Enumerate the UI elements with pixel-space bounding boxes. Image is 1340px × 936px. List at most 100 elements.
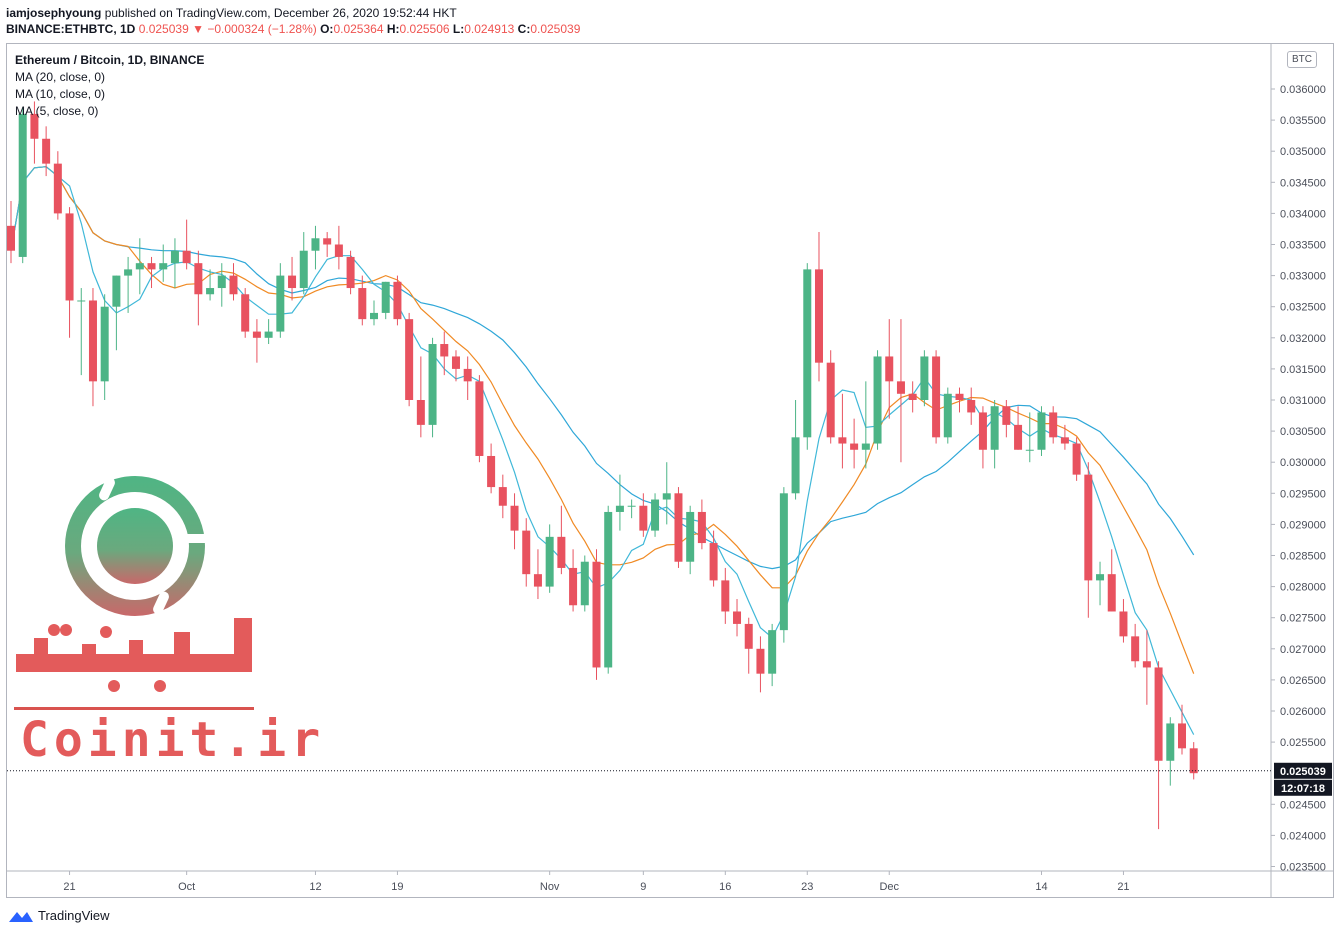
candle-down[interactable] <box>932 356 941 438</box>
candle-up[interactable] <box>1166 723 1175 761</box>
candle-down[interactable] <box>30 113 39 139</box>
candle-down[interactable] <box>885 356 894 382</box>
candle-down[interactable] <box>733 611 742 624</box>
candle-up[interactable] <box>159 263 168 270</box>
candle-down[interactable] <box>896 381 905 394</box>
candle-down[interactable] <box>1014 424 1023 450</box>
candle-down[interactable] <box>1049 412 1058 438</box>
candle-down[interactable] <box>1060 437 1069 444</box>
candle-up[interactable] <box>768 630 777 674</box>
candle-up[interactable] <box>124 269 133 276</box>
candle-up[interactable] <box>580 561 589 606</box>
candle-down[interactable] <box>1107 574 1116 612</box>
candle-down[interactable] <box>53 163 62 214</box>
candle-down[interactable] <box>252 331 261 338</box>
candle-up[interactable] <box>77 300 86 302</box>
tradingview-footer[interactable]: TradingView <box>8 908 110 923</box>
candle-down[interactable] <box>487 455 496 488</box>
candle-down[interactable] <box>592 561 601 668</box>
candle-up[interactable] <box>276 275 285 332</box>
candle-down[interactable] <box>1131 636 1140 662</box>
candle-down[interactable] <box>814 269 823 363</box>
candle-down[interactable] <box>838 437 847 444</box>
candle-down[interactable] <box>7 225 15 251</box>
candle-down[interactable] <box>241 294 250 332</box>
candle-down[interactable] <box>955 393 964 400</box>
candle-down[interactable] <box>533 574 542 587</box>
candle-up[interactable] <box>112 275 121 307</box>
candle-up[interactable] <box>861 443 870 450</box>
candle-down[interactable] <box>744 623 753 649</box>
candle-up[interactable] <box>299 250 308 289</box>
candle-up[interactable] <box>920 356 929 400</box>
candle-up[interactable] <box>206 288 215 295</box>
candle-down[interactable] <box>756 648 765 674</box>
candle-down[interactable] <box>697 511 706 544</box>
candle-down[interactable] <box>229 275 238 295</box>
candle-down[interactable] <box>42 138 51 164</box>
candle-up[interactable] <box>803 269 812 438</box>
candle-down[interactable] <box>323 238 332 245</box>
candle-down[interactable] <box>1084 474 1093 581</box>
candle-down[interactable] <box>510 505 519 531</box>
legend-ma5[interactable]: MA (5, close, 0) <box>15 104 99 118</box>
candle-up[interactable] <box>943 393 952 438</box>
candle-down[interactable] <box>1154 667 1163 761</box>
candle-down[interactable] <box>850 443 859 450</box>
candle-down[interactable] <box>908 393 917 400</box>
candle-up[interactable] <box>135 263 144 270</box>
candle-up[interactable] <box>170 250 179 264</box>
candle-up[interactable] <box>217 275 226 289</box>
legend-ma10[interactable]: MA (10, close, 0) <box>15 87 106 101</box>
candle-down[interactable] <box>440 344 449 357</box>
legend-ma20[interactable]: MA (20, close, 0) <box>15 70 106 84</box>
candle-down[interactable] <box>393 281 402 320</box>
candle-up[interactable] <box>100 306 109 382</box>
candle-down[interactable] <box>826 362 835 438</box>
candle-down[interactable] <box>194 263 203 295</box>
candle-up[interactable] <box>1037 412 1046 450</box>
candle-up[interactable] <box>1025 449 1034 451</box>
candle-down[interactable] <box>1072 443 1081 475</box>
candle-down[interactable] <box>522 530 531 575</box>
candle-down[interactable] <box>967 400 976 413</box>
candle-up[interactable] <box>428 344 437 425</box>
candle-down[interactable] <box>88 300 97 382</box>
candle-down[interactable] <box>288 275 297 289</box>
candle-up[interactable] <box>990 406 999 450</box>
candle-down[interactable] <box>334 244 343 257</box>
candle-up[interactable] <box>873 356 882 444</box>
candle-down[interactable] <box>358 288 367 320</box>
candle-up[interactable] <box>686 511 695 562</box>
candle-up[interactable] <box>627 505 636 507</box>
candle-up[interactable] <box>381 281 390 313</box>
candle-down[interactable] <box>1142 661 1151 668</box>
candle-down[interactable] <box>1002 406 1011 425</box>
candle-down[interactable] <box>498 487 507 506</box>
candle-down[interactable] <box>721 580 730 612</box>
candle-down[interactable] <box>463 368 472 382</box>
candle-up[interactable] <box>370 312 379 320</box>
candle-down[interactable] <box>346 256 355 289</box>
candle-up[interactable] <box>604 511 613 668</box>
candle-down[interactable] <box>416 400 425 425</box>
candle-down[interactable] <box>639 505 648 531</box>
candle-down[interactable] <box>569 567 578 606</box>
candle-up[interactable] <box>264 331 273 338</box>
candle-up[interactable] <box>779 493 788 631</box>
candle-down[interactable] <box>147 263 156 270</box>
candle-down[interactable] <box>1119 611 1128 637</box>
candle-down[interactable] <box>1178 723 1186 749</box>
candle-up[interactable] <box>1096 574 1105 581</box>
candle-up[interactable] <box>662 493 671 500</box>
candle-down[interactable] <box>557 536 566 568</box>
candle-down[interactable] <box>182 250 191 264</box>
candle-up[interactable] <box>651 499 660 531</box>
candle-down[interactable] <box>674 493 683 562</box>
candle-down[interactable] <box>475 381 484 456</box>
candle-down[interactable] <box>709 543 718 581</box>
candle-up[interactable] <box>791 437 800 494</box>
candle-up[interactable] <box>615 505 624 512</box>
candle-down[interactable] <box>1189 748 1198 774</box>
